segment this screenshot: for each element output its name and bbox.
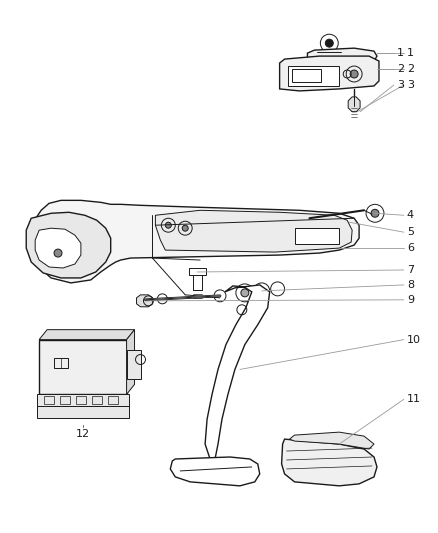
Bar: [37, 406, 129, 418]
Polygon shape: [290, 432, 374, 449]
Text: 8: 8: [407, 280, 414, 290]
Polygon shape: [35, 228, 81, 268]
Polygon shape: [279, 56, 379, 91]
Bar: [108, 397, 118, 404]
Circle shape: [54, 249, 62, 257]
Polygon shape: [155, 211, 352, 252]
Bar: [292, 69, 321, 82]
Bar: [288, 66, 339, 86]
Polygon shape: [29, 200, 359, 283]
Bar: [127, 350, 141, 379]
Bar: [76, 397, 86, 404]
Text: 2: 2: [397, 64, 404, 74]
Polygon shape: [205, 285, 270, 459]
Text: 10: 10: [407, 335, 421, 345]
Text: 6: 6: [407, 243, 414, 253]
Polygon shape: [137, 295, 152, 307]
Circle shape: [165, 222, 171, 228]
Text: 3: 3: [397, 80, 404, 90]
Circle shape: [350, 70, 358, 78]
Bar: [37, 394, 129, 406]
Text: 1: 1: [407, 48, 414, 58]
Circle shape: [182, 225, 188, 231]
Text: 7: 7: [407, 265, 414, 275]
Text: 12: 12: [76, 429, 90, 439]
Bar: [193, 272, 202, 290]
Bar: [189, 268, 206, 275]
Bar: [294, 228, 339, 244]
Polygon shape: [282, 439, 377, 486]
Bar: [92, 397, 102, 404]
Text: 2: 2: [407, 64, 414, 74]
Polygon shape: [348, 97, 360, 112]
Text: 4: 4: [407, 210, 414, 220]
Circle shape: [325, 39, 333, 47]
Text: 1: 1: [397, 48, 404, 58]
Polygon shape: [127, 330, 134, 394]
Polygon shape: [26, 212, 111, 278]
Text: 3: 3: [407, 80, 414, 90]
Text: 9: 9: [407, 295, 414, 305]
Bar: [44, 397, 54, 404]
Bar: [39, 340, 127, 394]
Circle shape: [371, 209, 379, 217]
Polygon shape: [39, 330, 134, 340]
Text: 5: 5: [407, 227, 414, 237]
Text: 11: 11: [407, 394, 421, 405]
Bar: [54, 358, 68, 368]
Circle shape: [241, 289, 249, 297]
Bar: [60, 397, 70, 404]
Polygon shape: [307, 48, 377, 66]
Polygon shape: [170, 457, 260, 486]
